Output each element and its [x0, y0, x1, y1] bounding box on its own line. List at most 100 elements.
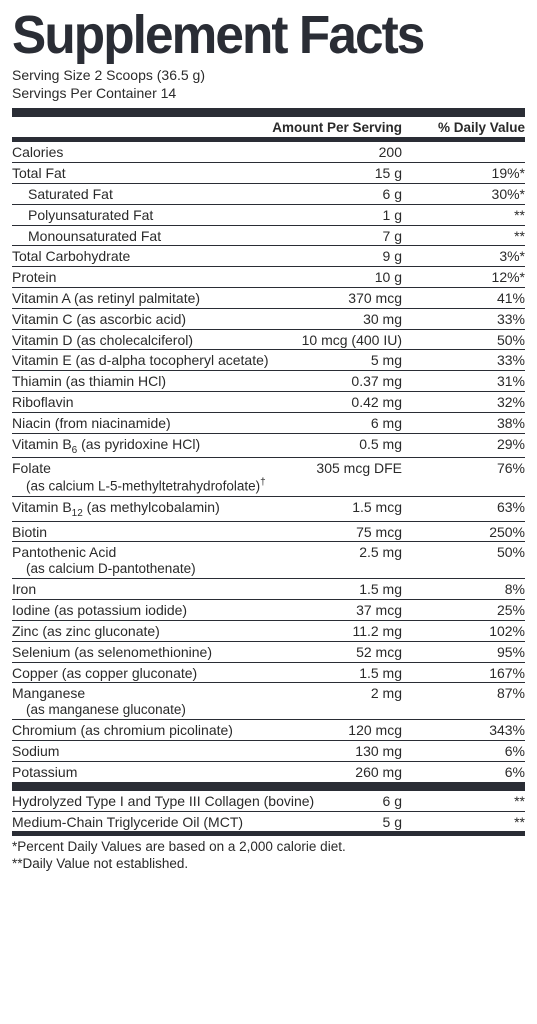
nutrient-dv: 50%	[410, 544, 525, 561]
nutrient-dv: 25%	[410, 602, 525, 619]
table-row: Saturated Fat6 g30%*	[12, 183, 525, 204]
nutrient-amount: 6 g	[322, 793, 410, 810]
footnote-pdv: *Percent Daily Values are based on a 2,0…	[12, 839, 525, 856]
nutrient-name: Iron	[12, 581, 270, 598]
table-row: Hydrolyzed Type I and Type III Collagen …	[12, 791, 525, 811]
nutrient-name: Polyunsaturated Fat	[12, 207, 270, 224]
table-row: Total Carbohydrate9 g3%*	[12, 245, 525, 266]
table-row: Selenium (as selenomethionine)52 mcg95%	[12, 641, 525, 662]
nutrient-dv: 343%	[410, 722, 525, 739]
nutrient-dv: 6%	[410, 743, 525, 760]
nutrient-name: Zinc (as zinc gluconate)	[12, 623, 270, 640]
divider-thick	[12, 782, 525, 791]
table-row: Polyunsaturated Fat1 g**	[12, 204, 525, 225]
table-row: Vitamin B6 (as pyridoxine HCl)0.5 mg29%	[12, 433, 525, 458]
table-row: Vitamin E (as d-alpha tocopheryl acetate…	[12, 349, 525, 370]
nutrient-table: Calories200Total Fat15 g19%*Saturated Fa…	[12, 142, 525, 781]
nutrient-dv: 3%*	[410, 248, 525, 265]
nutrient-name: Biotin	[12, 524, 270, 541]
nutrient-name: Pantothenic Acid(as calcium D-pantothena…	[12, 544, 270, 577]
table-row: Manganese(as manganese gluconate)2 mg87%	[12, 682, 525, 719]
nutrient-amount: 1.5 mg	[270, 665, 410, 682]
nutrient-amount: 10 mcg (400 IU)	[270, 332, 410, 349]
nutrient-dv: **	[410, 228, 525, 245]
nutrient-dv: 102%	[410, 623, 525, 640]
nutrient-name: Riboflavin	[12, 394, 270, 411]
nutrient-amount: 15 g	[270, 165, 410, 182]
nutrient-amount: 130 mg	[270, 743, 410, 760]
nutrient-amount: 260 mg	[270, 764, 410, 781]
nutrient-name: Copper (as copper gluconate)	[12, 665, 270, 682]
table-row: Calories200	[12, 142, 525, 162]
nutrient-amount: 7 g	[270, 228, 410, 245]
table-row: Vitamin C (as ascorbic acid)30 mg33%	[12, 308, 525, 329]
nutrient-name: Vitamin B6 (as pyridoxine HCl)	[12, 436, 270, 457]
table-row: Zinc (as zinc gluconate)11.2 mg102%	[12, 620, 525, 641]
nutrient-amount: 5 mg	[270, 352, 410, 369]
nutrient-dv: **	[410, 793, 525, 810]
table-row: Biotin75 mcg250%	[12, 521, 525, 542]
nutrient-name: Medium-Chain Triglyceride Oil (MCT)	[12, 814, 270, 831]
footnote-dvne: **Daily Value not established.	[12, 856, 525, 873]
table-row: Sodium130 mg6%	[12, 740, 525, 761]
nutrient-amount: 305 mcg DFE	[270, 460, 410, 477]
nutrient-subname: (as calcium L-5-methyltetrahydrofolate)†	[12, 477, 270, 495]
nutrient-dv: 33%	[410, 352, 525, 369]
nutrient-name: Vitamin C (as ascorbic acid)	[12, 311, 270, 328]
table-row: Chromium (as chromium picolinate)120 mcg…	[12, 719, 525, 740]
table-row: Total Fat15 g19%*	[12, 162, 525, 183]
table-row: Iron1.5 mg8%	[12, 578, 525, 599]
nutrient-amount: 37 mcg	[270, 602, 410, 619]
table-row: Riboflavin0.42 mg32%	[12, 391, 525, 412]
nutrient-subname: (as manganese gluconate)	[12, 702, 270, 718]
nutrient-name: Total Fat	[12, 165, 270, 182]
panel-title: Supplement Facts	[12, 8, 499, 62]
nutrient-subname: (as calcium D-pantothenate)	[12, 561, 270, 577]
column-headers: Amount Per Serving % Daily Value	[12, 117, 525, 137]
table-row: Monounsaturated Fat7 g**	[12, 225, 525, 246]
nutrient-dv: 63%	[410, 499, 525, 516]
nutrient-name: Sodium	[12, 743, 270, 760]
nutrient-dv: 19%*	[410, 165, 525, 182]
nutrient-amount: 370 mcg	[270, 290, 410, 307]
nutrient-amount: 0.42 mg	[270, 394, 410, 411]
table-row: Copper (as copper gluconate)1.5 mg167%	[12, 662, 525, 683]
table-row: Pantothenic Acid(as calcium D-pantothena…	[12, 541, 525, 578]
nutrient-name: Selenium (as selenomethionine)	[12, 644, 270, 661]
nutrient-dv: **	[410, 207, 525, 224]
table-row: Vitamin D (as cholecalciferol)10 mcg (40…	[12, 329, 525, 350]
nutrient-amount: 52 mcg	[270, 644, 410, 661]
divider-thick	[12, 108, 525, 117]
table-row: Medium-Chain Triglyceride Oil (MCT)5 g**	[12, 811, 525, 832]
nutrient-dv: 12%*	[410, 269, 525, 286]
other-ingredients-table: Hydrolyzed Type I and Type III Collagen …	[12, 791, 525, 832]
table-row: Folate(as calcium L-5-methyltetrahydrofo…	[12, 457, 525, 495]
serving-size: Serving Size 2 Scoops (36.5 g)	[12, 66, 525, 84]
nutrient-dv: 250%	[410, 524, 525, 541]
header-amount: Amount Per Serving	[270, 120, 410, 135]
nutrient-name: Folate(as calcium L-5-methyltetrahydrofo…	[12, 460, 270, 494]
nutrient-dv: 6%	[410, 764, 525, 781]
nutrient-name: Vitamin B12 (as methylcobalamin)	[12, 499, 270, 520]
table-row: Vitamin A (as retinyl palmitate)370 mcg4…	[12, 287, 525, 308]
nutrient-dv: 167%	[410, 665, 525, 682]
nutrient-dv: **	[410, 814, 525, 831]
nutrient-dv: 38%	[410, 415, 525, 432]
nutrient-amount: 1.5 mg	[270, 581, 410, 598]
nutrient-amount: 1 g	[270, 207, 410, 224]
nutrient-name: Iodine (as potassium iodide)	[12, 602, 270, 619]
table-row: Protein10 g12%*	[12, 266, 525, 287]
serving-info: Serving Size 2 Scoops (36.5 g) Servings …	[12, 66, 525, 102]
nutrient-name: Vitamin D (as cholecalciferol)	[12, 332, 270, 349]
nutrient-amount: 0.5 mg	[270, 436, 410, 453]
nutrient-dv: 50%	[410, 332, 525, 349]
nutrient-amount: 6 g	[270, 186, 410, 203]
nutrient-name: Saturated Fat	[12, 186, 270, 203]
nutrient-dv: 31%	[410, 373, 525, 390]
nutrient-dv: 8%	[410, 581, 525, 598]
nutrient-amount: 1.5 mcg	[270, 499, 410, 516]
nutrient-amount: 75 mcg	[270, 524, 410, 541]
nutrient-name: Vitamin A (as retinyl palmitate)	[12, 290, 270, 307]
nutrient-dv: 30%*	[410, 186, 525, 203]
nutrient-dv: 32%	[410, 394, 525, 411]
